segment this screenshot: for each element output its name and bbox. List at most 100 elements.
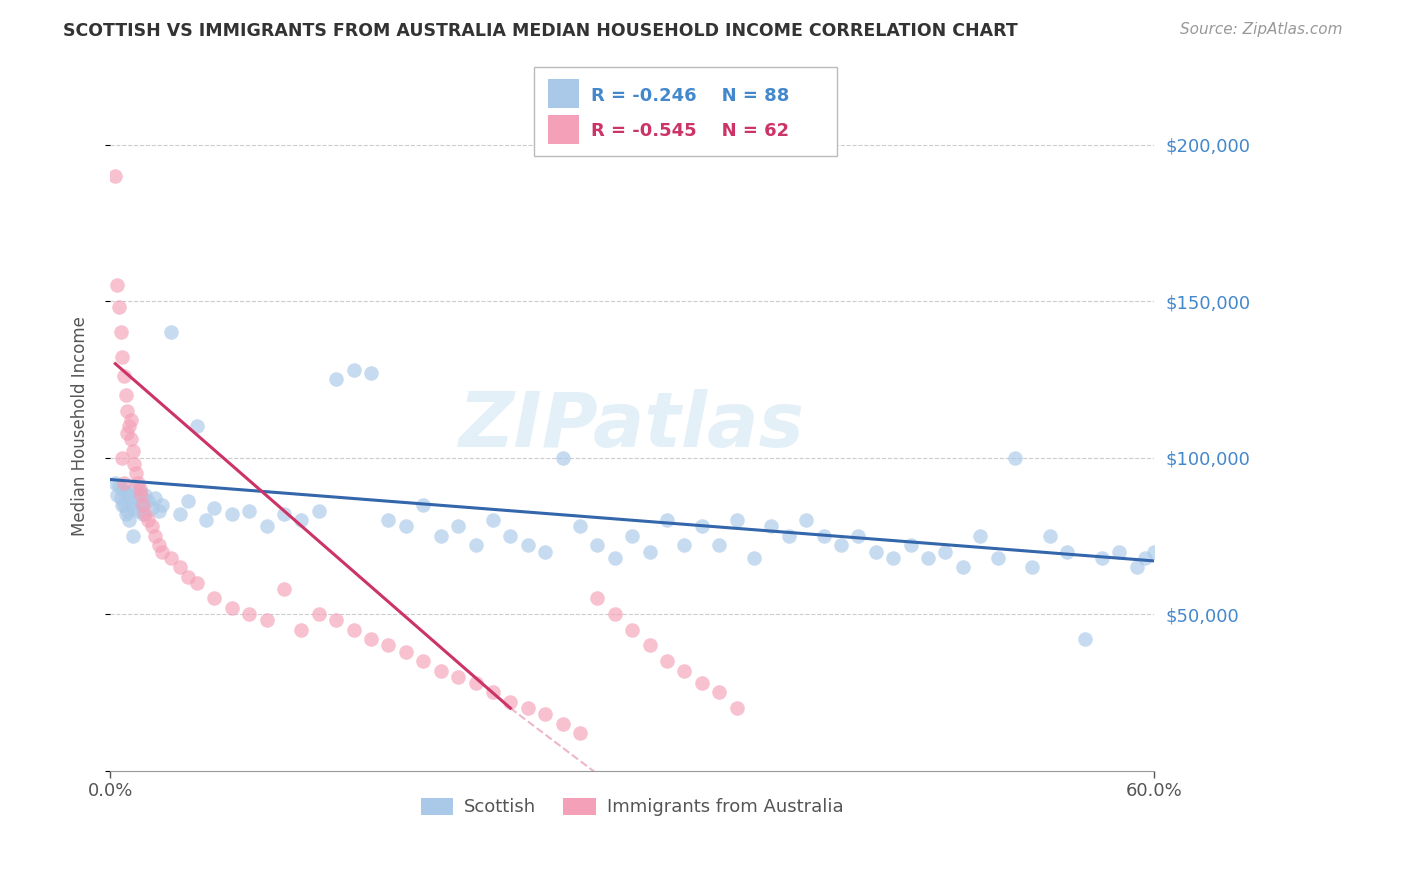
Point	[534, 707, 557, 722]
Point	[169, 560, 191, 574]
Point	[104, 169, 127, 183]
Point	[761, 519, 783, 533]
Point	[1091, 550, 1114, 565]
Point	[830, 538, 852, 552]
Point	[638, 544, 661, 558]
Point	[673, 538, 696, 552]
Point	[725, 701, 748, 715]
Point	[186, 575, 208, 590]
Point	[120, 494, 142, 508]
Point	[551, 450, 574, 465]
Point	[143, 529, 166, 543]
Point	[429, 529, 451, 543]
Point	[110, 326, 132, 340]
Point	[118, 419, 141, 434]
Point	[464, 676, 486, 690]
Point	[655, 513, 678, 527]
Point	[308, 504, 330, 518]
Text: R = -0.545    N = 62: R = -0.545 N = 62	[591, 122, 789, 140]
Point	[127, 504, 149, 518]
Point	[204, 500, 226, 515]
Point	[256, 519, 278, 533]
Point	[986, 550, 1008, 565]
Point	[655, 654, 678, 668]
Point	[112, 498, 135, 512]
Point	[114, 388, 136, 402]
Point	[221, 507, 243, 521]
Text: ZIPatlas: ZIPatlas	[460, 389, 806, 463]
Point	[131, 498, 153, 512]
Point	[148, 538, 170, 552]
Point	[128, 485, 150, 500]
Point	[412, 654, 434, 668]
Point	[194, 513, 217, 527]
Point	[482, 685, 505, 699]
Point	[343, 623, 366, 637]
Point	[482, 513, 505, 527]
Point	[112, 475, 135, 490]
Point	[110, 491, 132, 506]
Point	[290, 623, 312, 637]
Point	[499, 695, 522, 709]
Point	[121, 529, 143, 543]
Point	[343, 363, 366, 377]
Text: Source: ZipAtlas.com: Source: ZipAtlas.com	[1180, 22, 1343, 37]
Point	[273, 507, 295, 521]
Point	[568, 519, 591, 533]
Point	[169, 507, 191, 521]
Point	[586, 591, 609, 606]
Point	[395, 519, 418, 533]
Point	[107, 479, 129, 493]
Point	[690, 676, 713, 690]
Point	[186, 419, 208, 434]
Point	[621, 623, 644, 637]
Point	[1021, 560, 1043, 574]
Point	[160, 326, 183, 340]
Point	[117, 425, 139, 440]
Point	[1108, 544, 1130, 558]
Point	[794, 513, 817, 527]
Point	[111, 498, 134, 512]
Point	[104, 475, 127, 490]
Point	[221, 600, 243, 615]
Point	[377, 513, 399, 527]
Point	[516, 538, 538, 552]
Point	[882, 550, 904, 565]
Point	[429, 664, 451, 678]
Point	[124, 457, 146, 471]
Point	[308, 607, 330, 622]
Point	[325, 372, 347, 386]
Point	[778, 529, 800, 543]
Point	[132, 498, 155, 512]
Point	[725, 513, 748, 527]
Point	[1004, 450, 1026, 465]
Point	[1039, 529, 1062, 543]
Point	[120, 432, 142, 446]
Point	[603, 607, 626, 622]
Point	[273, 582, 295, 596]
Point	[638, 639, 661, 653]
Point	[707, 685, 730, 699]
Point	[111, 482, 134, 496]
Point	[105, 488, 128, 502]
Point	[127, 475, 149, 490]
Point	[134, 507, 156, 521]
Point	[141, 500, 163, 515]
Point	[969, 529, 991, 543]
Point	[121, 444, 143, 458]
Point	[1073, 632, 1095, 647]
Text: SCOTTISH VS IMMIGRANTS FROM AUSTRALIA MEDIAN HOUSEHOLD INCOME CORRELATION CHART: SCOTTISH VS IMMIGRANTS FROM AUSTRALIA ME…	[63, 22, 1018, 40]
Point	[1135, 550, 1157, 565]
Point	[138, 494, 160, 508]
Point	[499, 529, 522, 543]
Point	[603, 550, 626, 565]
Point	[111, 450, 134, 465]
Point	[118, 513, 141, 527]
Point	[177, 569, 200, 583]
Point	[290, 513, 312, 527]
Point	[125, 491, 148, 506]
Point	[141, 519, 163, 533]
Point	[148, 504, 170, 518]
Point	[1143, 544, 1166, 558]
Point	[952, 560, 974, 574]
